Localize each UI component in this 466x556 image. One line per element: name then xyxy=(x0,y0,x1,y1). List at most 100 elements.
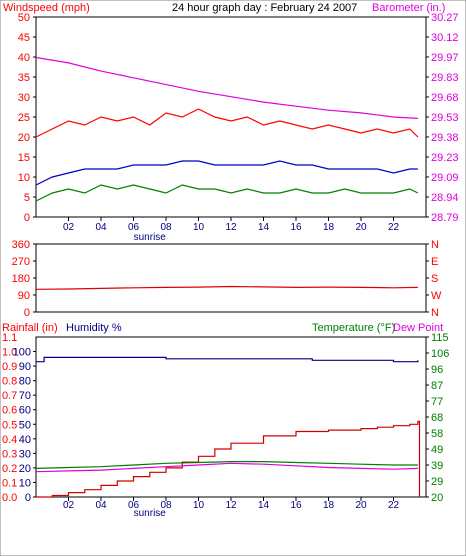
rainfall-tick-label: 0.6 xyxy=(2,405,17,417)
x-tick-label: 22 xyxy=(388,222,400,233)
x-tick-label: 10 xyxy=(193,222,205,233)
humidity-tick-label: 50 xyxy=(19,419,31,431)
temperature-line xyxy=(35,461,418,469)
x-tick-label: 20 xyxy=(355,500,367,511)
avg_wind-line xyxy=(35,160,418,186)
barometer-tick-label: 29.09 xyxy=(431,172,459,184)
x-tick-label: 06 xyxy=(128,222,140,233)
rain-x-ticks: 02 04 06 08 10 12 14 16 18 20 22 xyxy=(63,497,400,511)
windspeed-tick-label: 30 xyxy=(18,92,30,104)
rainfall-tick-label: 1.1 xyxy=(2,332,17,344)
temperature-y-ticks: 20 29 39 49 58 68 77 87 96 106 115 xyxy=(426,332,449,504)
wind-y-ticks: 0 5 10 15 20 25 30 35 40 45 50 xyxy=(18,12,36,224)
x-tick-label: 14 xyxy=(258,222,270,233)
temperature-axis-label: Temperature (°F) xyxy=(312,322,395,334)
barometer-tick-label: 28.79 xyxy=(431,212,459,224)
direction-tick-label: 180 xyxy=(12,273,30,285)
barometer-tick-label: 30.27 xyxy=(431,12,459,24)
wind-direction-line xyxy=(35,285,418,290)
x-tick-label: 04 xyxy=(95,222,107,233)
direction-y-ticks: 0 90 180 270 360 xyxy=(12,239,36,319)
dewpoint-line xyxy=(35,462,418,473)
barometer-tick-label: 29.23 xyxy=(431,152,459,164)
windspeed-tick-label: 5 xyxy=(24,192,30,204)
windspeed-tick-label: 35 xyxy=(18,72,30,84)
windspeed-axis-label: Windspeed (mph) xyxy=(3,2,90,14)
humidity-y-ticks: 0 10 20 30 40 50 60 70 80 90 100 xyxy=(13,347,36,504)
direction-series xyxy=(35,285,418,290)
barometer-tick-label: 29.83 xyxy=(431,72,459,84)
direction-tick-label: 90 xyxy=(18,290,30,302)
x-tick-label: 08 xyxy=(160,500,172,511)
wind-x-ticks: 02 04 06 08 10 12 14 16 18 20 22 xyxy=(63,217,400,233)
temperature-tick-label: 115 xyxy=(431,332,449,344)
rainfall-tick-label: 0.3 xyxy=(2,448,17,460)
compass-tick-label: S xyxy=(431,273,438,285)
rainfall-tick-label: 0.5 xyxy=(2,419,17,431)
x-tick-label: 12 xyxy=(225,222,237,233)
windspeed-tick-label: 20 xyxy=(18,132,30,144)
rainfall-axis-label: Rainfall (in) xyxy=(2,322,58,334)
windspeed-tick-label: 0 xyxy=(24,212,30,224)
temperature-tick-label: 58 xyxy=(431,428,443,440)
rainfall-tick-label: 1.0 xyxy=(2,347,17,359)
sunrise-label-bottom: sunrise xyxy=(134,508,167,519)
windspeed-tick-label: 15 xyxy=(18,152,30,164)
temperature-tick-label: 68 xyxy=(431,412,443,424)
direction-plot-area xyxy=(35,243,427,313)
compass-tick-label: E xyxy=(431,256,438,268)
humidity-line xyxy=(36,356,419,363)
x-tick-label: 10 xyxy=(193,500,205,511)
x-tick-label: 18 xyxy=(323,500,335,511)
low_wind-line xyxy=(35,184,419,202)
barometer-tick-label: 29.53 xyxy=(431,112,459,124)
compass-tick-label: N xyxy=(431,307,439,319)
barometer-tick-label: 30.12 xyxy=(431,32,459,44)
windspeed-tick-label: 25 xyxy=(18,112,30,124)
barometer-y-ticks: 28.79 28.94 29.09 29.23 29.38 29.53 29.68 29.83… xyxy=(426,12,459,224)
compass-tick-label: N xyxy=(431,239,439,251)
direction-tick-label: 0 xyxy=(24,307,30,319)
temperature-tick-label: 106 xyxy=(431,348,449,360)
temperature-tick-label: 29 xyxy=(431,476,443,488)
humidity-tick-label: 0 xyxy=(25,492,31,504)
graph-title: 24 hour graph day : February 24 2007 xyxy=(172,2,357,14)
rainfall-tick-label: 0.0 xyxy=(2,492,17,504)
x-tick-label: 12 xyxy=(225,500,237,511)
windspeed-tick-label: 40 xyxy=(18,52,30,64)
x-tick-label: 14 xyxy=(258,500,270,511)
barometer-tick-label: 29.97 xyxy=(431,52,459,64)
barometer-axis-label: Barometer (in.) xyxy=(372,2,445,14)
x-tick-label: 22 xyxy=(388,500,400,511)
humidity-axis-label: Humidity % xyxy=(66,322,122,334)
x-tick-label: 04 xyxy=(95,500,107,511)
temperature-tick-label: 20 xyxy=(431,492,443,504)
rainfall-tick-label: 0.2 xyxy=(2,463,17,475)
x-tick-label: 18 xyxy=(323,222,335,233)
barometer-line xyxy=(35,56,418,119)
rainfall-y-ticks: 0.0 0.1 0.2 0.3 0.4 0.5 0.6 0.7 0.8 0.9 1.0 1.1 xyxy=(2,332,17,504)
humidity-tick-label: 90 xyxy=(19,361,31,373)
wind-series xyxy=(35,56,419,202)
temperature-tick-label: 96 xyxy=(431,364,443,376)
rainfall-line xyxy=(36,420,421,498)
compass-tick-label: W xyxy=(431,290,442,302)
humidity-tick-label: 20 xyxy=(19,463,31,475)
humidity-tick-label: 70 xyxy=(19,390,31,402)
x-tick-label: 20 xyxy=(355,222,367,233)
x-tick-label: 08 xyxy=(160,222,172,233)
x-tick-label: 16 xyxy=(290,500,302,511)
sunrise-label-top: sunrise xyxy=(134,232,167,243)
gust-line xyxy=(35,108,419,138)
rainfall-tick-label: 0.4 xyxy=(2,434,17,446)
windspeed-tick-label: 45 xyxy=(18,32,30,44)
x-tick-label: 02 xyxy=(63,500,75,511)
temperature-tick-label: 39 xyxy=(431,460,443,472)
barometer-tick-label: 29.68 xyxy=(431,92,459,104)
rainfall-tick-label: 0.7 xyxy=(2,390,17,402)
humidity-tick-label: 60 xyxy=(19,405,31,417)
direction-tick-label: 360 xyxy=(12,239,30,251)
